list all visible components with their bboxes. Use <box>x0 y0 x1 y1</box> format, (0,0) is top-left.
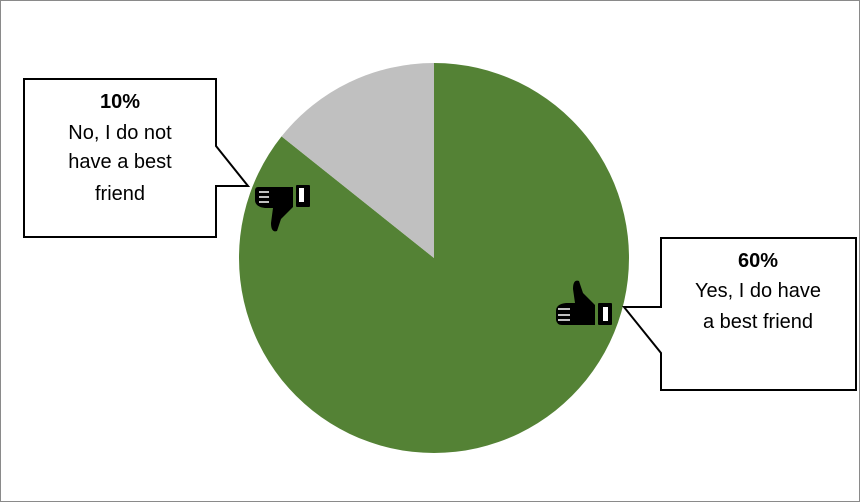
pie-slice-1 <box>281 63 434 258</box>
callout-no: 10% No, I do not have a best friend <box>23 78 251 238</box>
pie-slices <box>238 63 629 454</box>
thumbs-down-icon <box>255 185 310 232</box>
callout-no-line-1: No, I do not <box>68 122 172 144</box>
callout-yes: 60% Yes, I do have a best friend <box>621 237 857 391</box>
callout-no-line-3: friend <box>95 183 145 205</box>
callout-yes-line-2: a best friend <box>703 311 813 333</box>
callout-yes-line-1: Yes, I do have <box>695 280 821 302</box>
thumbs-up-icon <box>556 280 612 325</box>
callout-yes-percent: 60% <box>738 250 778 272</box>
callout-no-line-2: have a best <box>68 151 172 173</box>
callout-yes-box <box>621 237 857 391</box>
callout-no-box <box>23 78 251 238</box>
callout-no-percent: 10% <box>100 91 140 113</box>
